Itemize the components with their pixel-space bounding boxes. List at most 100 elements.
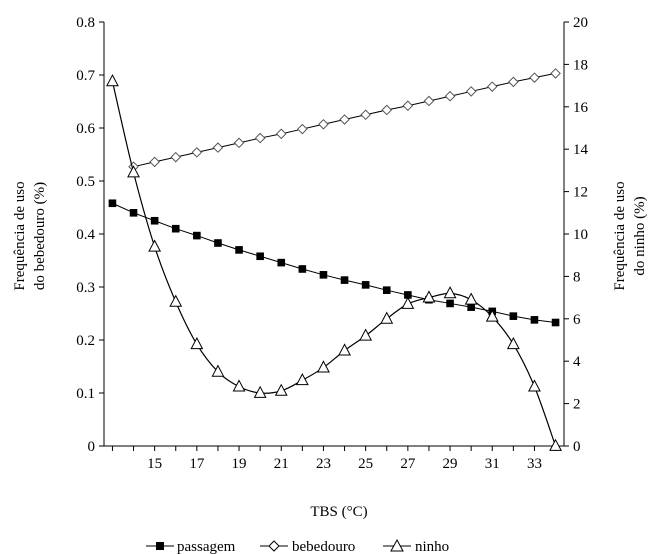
y-right-tick-label: 6 xyxy=(573,312,581,328)
x-tick-label: 23 xyxy=(316,456,331,472)
data-point-ninho xyxy=(106,74,119,87)
legend-marker-ninho xyxy=(390,538,404,552)
data-point-ninho xyxy=(274,383,288,396)
series-passagem xyxy=(108,199,560,327)
y-left-tick-label: 0.1 xyxy=(76,386,95,402)
data-point-ninho xyxy=(127,165,140,178)
x-tick-label: 15 xyxy=(147,456,162,472)
data-point-passagem xyxy=(277,258,286,267)
data-point-passagem xyxy=(171,224,180,233)
data-point-bebedouro xyxy=(339,114,350,125)
data-point-bebedouro xyxy=(360,109,371,121)
data-point-bebedouro xyxy=(170,151,182,163)
data-point-bebedouro xyxy=(233,137,245,149)
data-point-passagem xyxy=(340,276,349,284)
x-tick-label: 31 xyxy=(485,456,500,472)
data-point-bebedouro xyxy=(486,81,498,92)
y-axis-left-title: Frequência de uso do bebedouro (%) xyxy=(12,181,48,290)
data-point-ninho xyxy=(169,294,183,307)
legend-item-ninho: ninho xyxy=(383,538,449,554)
series-line-passagem xyxy=(112,202,556,324)
y-left-tick-label: 0 xyxy=(88,439,96,455)
x-axis-title: TBS (°C) xyxy=(310,504,367,520)
data-point-passagem xyxy=(298,265,307,273)
y-axis-right-title-line1: Frequência de uso xyxy=(612,181,628,290)
y-right-tick-label: 20 xyxy=(573,15,588,31)
legend-item-bebedouro: bebedouro xyxy=(260,539,355,554)
data-point-ninho xyxy=(359,328,373,341)
x-tick-label: 27 xyxy=(400,456,416,472)
data-point-passagem xyxy=(467,303,475,311)
legend-label-bebedouro: bebedouro xyxy=(292,539,355,554)
data-point-ninho xyxy=(485,309,499,322)
data-point-passagem xyxy=(361,281,370,289)
data-point-passagem xyxy=(256,252,264,261)
y-right-tick-label: 4 xyxy=(573,354,581,370)
x-tick-label: 21 xyxy=(274,456,289,472)
y-left-tick-label: 0.4 xyxy=(76,227,95,243)
y-left-tick-label: 0.2 xyxy=(76,333,95,349)
y-left-tick-label: 0.7 xyxy=(76,68,95,84)
y-left-tick-label: 0.5 xyxy=(76,174,95,190)
data-point-bebedouro xyxy=(149,156,160,168)
data-point-passagem xyxy=(108,199,117,208)
x-tick-label: 17 xyxy=(189,456,205,472)
data-point-bebedouro xyxy=(254,132,266,144)
data-point-ninho xyxy=(338,343,351,356)
data-point-ninho xyxy=(422,290,436,303)
data-point-passagem xyxy=(319,271,328,279)
y-right-tick-label: 18 xyxy=(573,57,588,73)
x-tick-label: 33 xyxy=(527,456,542,472)
legend-marker-passagem xyxy=(156,542,164,550)
series-ninho xyxy=(106,74,562,451)
y-left-tick-label: 0.6 xyxy=(76,121,95,137)
y-axis-right-title-line2: do ninho (%) xyxy=(632,196,648,275)
series-layer xyxy=(106,68,562,451)
data-point-bebedouro xyxy=(297,123,308,135)
data-point-passagem xyxy=(551,318,560,327)
legend-label-ninho: ninho xyxy=(415,539,449,554)
y-right-tick-label: 12 xyxy=(573,185,588,201)
data-point-ninho xyxy=(549,438,562,451)
data-point-bebedouro xyxy=(529,72,540,83)
legend-label-passagem: passagem xyxy=(177,539,236,554)
data-point-passagem xyxy=(214,239,222,247)
x-tick-label: 25 xyxy=(358,456,373,472)
ticks: 0 0.1 0.2 0.3 0.4 0.5 0.6 0.7 0.8 0 2 4 6 8 10 12 14 16 18… xyxy=(76,15,588,472)
data-point-bebedouro xyxy=(381,104,393,116)
data-point-bebedouro xyxy=(318,118,329,130)
data-point-ninho xyxy=(401,296,415,309)
data-point-bebedouro xyxy=(402,100,414,112)
data-point-bebedouro xyxy=(508,76,519,88)
data-point-passagem xyxy=(235,246,243,254)
legend: passagem bebedouro ninho xyxy=(146,538,449,554)
y-left-tick-label: 0.3 xyxy=(76,280,95,296)
legend-item-passagem: passagem xyxy=(146,539,236,554)
data-point-bebedouro xyxy=(191,147,203,158)
data-point-passagem xyxy=(404,291,412,299)
y-right-tick-label: 14 xyxy=(573,142,589,158)
y-left-tick-label: 0.8 xyxy=(76,15,95,31)
data-point-ninho xyxy=(380,311,394,324)
y-axis-left-title-line2: do bebedouro (%) xyxy=(32,182,48,290)
y-right-tick-label: 8 xyxy=(573,269,581,285)
y-right-tick-label: 10 xyxy=(573,227,588,243)
series-line-ninho xyxy=(111,81,557,447)
x-tick-label: 29 xyxy=(443,456,458,472)
data-point-bebedouro xyxy=(212,142,224,153)
data-point-ninho xyxy=(211,364,225,377)
y-axis-left-title-line1: Frequência de uso xyxy=(12,181,28,290)
y-right-tick-label: 0 xyxy=(573,439,581,455)
data-point-ninho xyxy=(528,379,541,392)
data-point-ninho xyxy=(506,336,520,350)
series-bebedouro xyxy=(128,68,561,172)
data-point-bebedouro xyxy=(423,95,435,107)
data-point-bebedouro xyxy=(550,68,561,79)
x-tick-label: 19 xyxy=(232,456,247,472)
data-point-passagem xyxy=(509,312,518,320)
y-right-tick-label: 2 xyxy=(573,397,581,413)
data-point-ninho xyxy=(232,379,246,392)
data-point-passagem xyxy=(382,286,391,294)
data-point-passagem xyxy=(129,209,138,217)
data-point-ninho xyxy=(148,239,162,252)
